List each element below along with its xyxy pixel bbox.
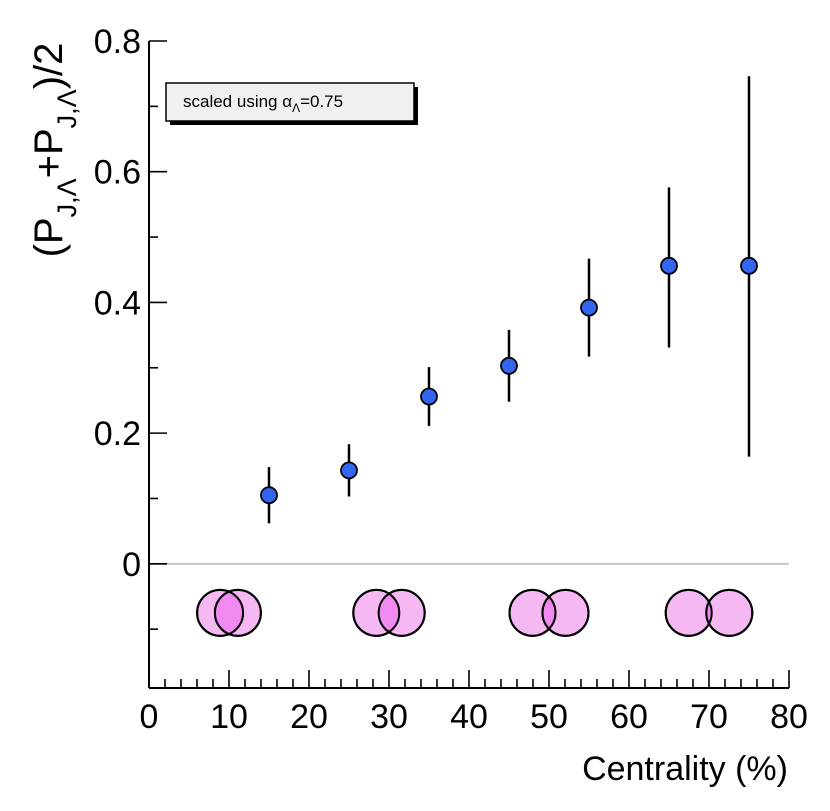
nucleus-left-outline <box>664 588 713 637</box>
annotation-box: scaled using αΛ=0.75 <box>165 82 418 125</box>
axes: 0 10 20 30 40 50 60 70 80 0 0.2 0.4 0.6 0.8 <box>94 23 808 736</box>
x-tick-label: 70 <box>690 698 728 736</box>
y-tick-label: 0.2 <box>94 415 141 453</box>
nucleus-overlap <box>214 589 244 636</box>
annotation-suffix: =0.75 <box>300 92 343 111</box>
collision-glyph <box>196 588 262 637</box>
nucleus-left-outline <box>352 588 401 637</box>
collision-glyphs <box>196 588 754 637</box>
y-tick-label: 0.8 <box>94 23 141 61</box>
x-tick-label: 10 <box>210 698 248 736</box>
y-tick-label: 0.6 <box>94 154 141 192</box>
collision-glyph <box>508 588 590 637</box>
collision-glyph <box>352 588 426 637</box>
data-point <box>340 461 358 480</box>
y-tick-label: 0 <box>122 546 141 584</box>
annotation-subscript: Λ <box>292 101 300 115</box>
data-point <box>500 356 518 375</box>
annotation-frame <box>165 82 415 122</box>
y-title-open: (P <box>27 217 71 257</box>
annotation-text: scaled using αΛ=0.75 <box>183 92 343 115</box>
nucleus-overlap <box>378 589 400 636</box>
x-tick-label: 20 <box>290 698 328 736</box>
data-point <box>420 387 438 406</box>
y-tick-label: 0.4 <box>94 284 141 322</box>
nucleus-left-outline <box>196 588 245 637</box>
x-axis-title: Centrality (%) <box>582 750 788 788</box>
nucleus-right-outline <box>541 588 590 637</box>
x-tick-label: 50 <box>530 698 568 736</box>
data-point <box>260 486 278 505</box>
nucleus-left-outline <box>508 588 557 637</box>
x-tick-label: 60 <box>610 698 648 736</box>
x-tick-label: 0 <box>140 698 159 736</box>
y-title-plus: +P <box>27 128 71 178</box>
nucleus-right-outline <box>705 588 754 637</box>
y-title-sub2: J,Λ <box>52 89 82 128</box>
annotation-prefix: scaled using α <box>183 92 292 111</box>
data-points <box>260 76 758 524</box>
data-point <box>660 256 678 275</box>
y-title-sub1: J,Λ <box>52 178 82 217</box>
collision-glyph <box>664 588 754 637</box>
y-title-close: )/2 <box>27 43 71 90</box>
data-point <box>740 256 758 275</box>
x-tick-label: 80 <box>770 698 808 736</box>
nucleus-right-outline <box>213 588 262 637</box>
y-axis-title: (PJ,Λ+PJ,Λ)/2 <box>27 43 82 258</box>
data-point <box>580 298 598 317</box>
nucleus-right-outline <box>377 588 426 637</box>
x-tick-label: 30 <box>370 698 408 736</box>
x-tick-label: 40 <box>450 698 488 736</box>
